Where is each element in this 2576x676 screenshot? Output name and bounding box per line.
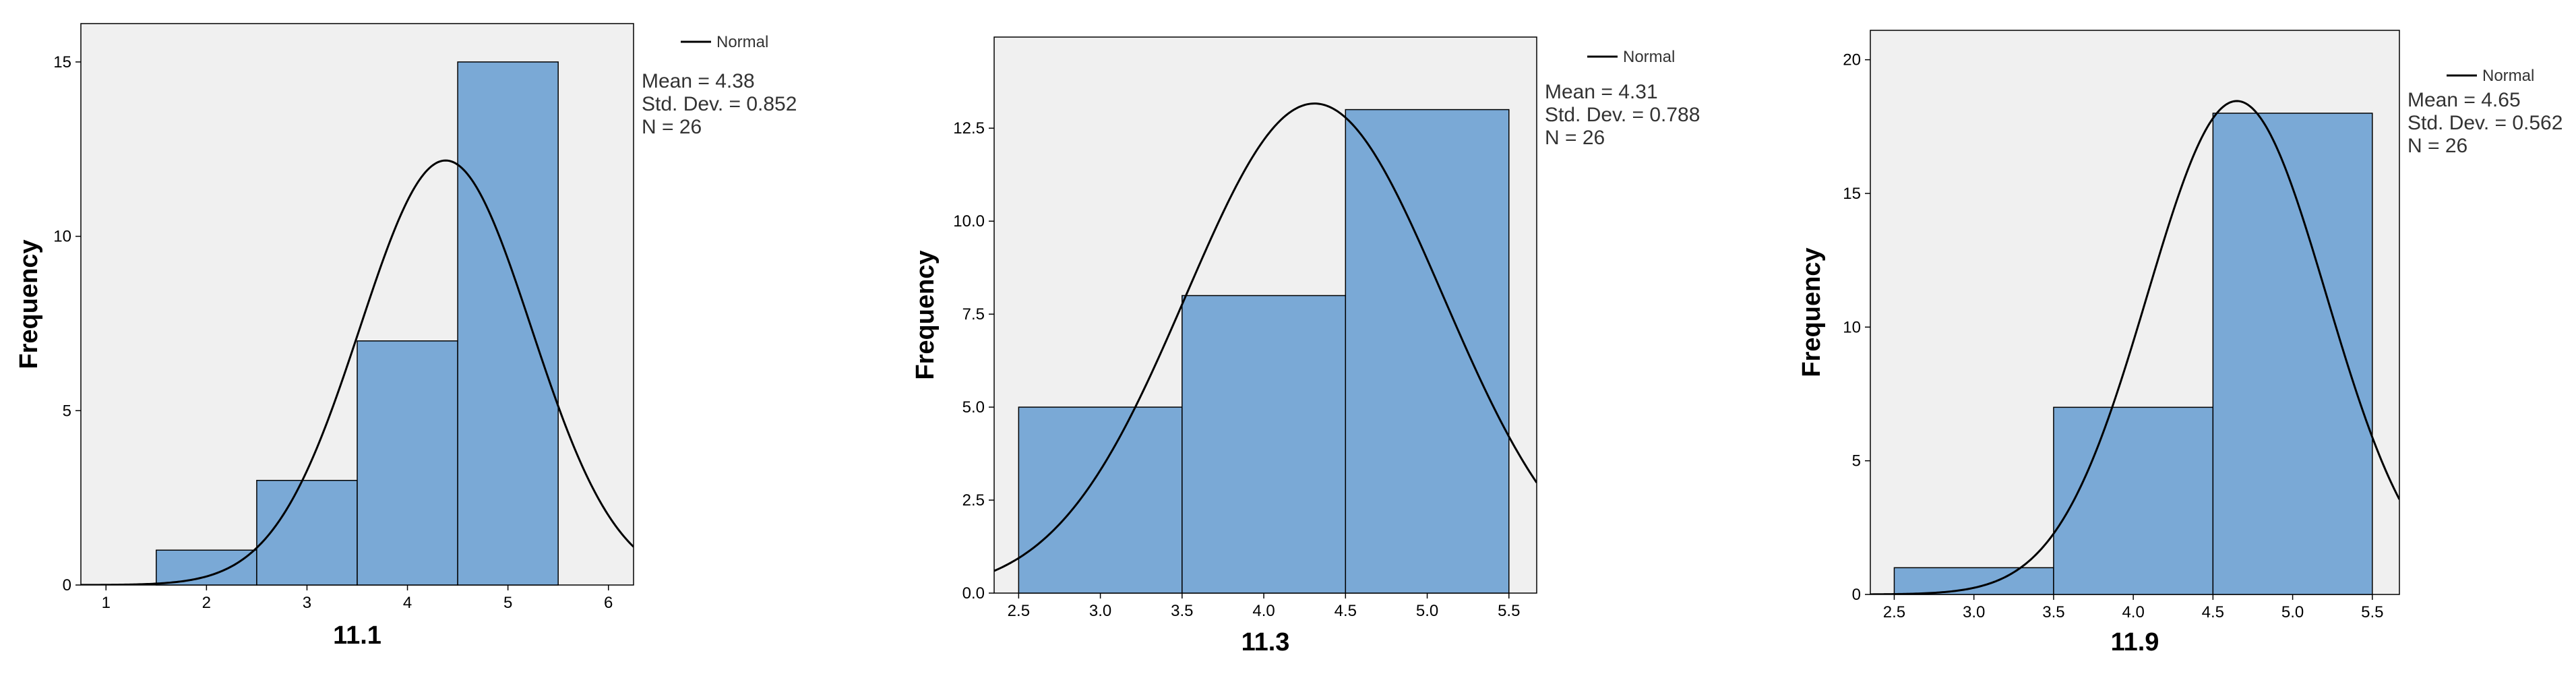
legend-label: Normal [1623, 48, 1675, 66]
y-tick-label: 2.5 [962, 491, 985, 510]
stat-line: Mean = 4.65 [2408, 89, 2521, 111]
y-tick-label: 10.0 [953, 212, 985, 231]
y-tick-label: 15 [1843, 185, 1861, 203]
stat-line: Mean = 4.31 [1545, 81, 1658, 103]
x-tick-label: 4.0 [1252, 602, 1275, 620]
histogram-bar [2053, 406, 2214, 595]
x-tick-label: 2 [202, 594, 211, 612]
stat-line: N = 26 [1545, 127, 1605, 149]
y-tick-label: 15 [53, 53, 71, 71]
histogram-bar [2212, 113, 2373, 595]
x-tick-label: 3.0 [1089, 602, 1111, 620]
stat-line: N = 26 [642, 116, 702, 138]
x-tick-label: 5.0 [2281, 603, 2304, 621]
x-axis-title: 11.1 [333, 621, 381, 650]
stat-line: Std. Dev. = 0.562 [2408, 112, 2563, 134]
x-tick-label: 4.5 [2202, 603, 2224, 621]
histogram-bar [156, 549, 257, 586]
x-tick-label: 5 [503, 594, 512, 612]
y-tick-label: 20 [1843, 51, 1861, 69]
y-tick-label: 12.5 [953, 119, 985, 137]
y-axis-title: Frequency [911, 250, 940, 379]
histogram-bar [1018, 406, 1183, 594]
y-tick-label: 7.5 [962, 305, 985, 324]
y-tick-label: 0.0 [962, 584, 985, 603]
x-tick-label: 3.5 [2042, 603, 2064, 621]
y-tick-label: 5 [63, 402, 71, 420]
y-axis-title: Frequency [15, 239, 43, 369]
x-tick-label: 1 [102, 594, 111, 612]
histogram-bar [1893, 567, 2054, 595]
normal-curve [1870, 100, 2399, 594]
legend-label: Normal [716, 33, 768, 51]
histogram-bar [1345, 109, 1510, 594]
x-tick-label: 4.0 [2122, 603, 2144, 621]
normal-curve [81, 159, 634, 585]
x-tick-label: 3.0 [1963, 603, 1985, 621]
histogram-panel-3: 2.5 3.0 3.5 4.0 4.5 5.0 5.5 0 5 10 15 20 11.9 Frequen… [1798, 30, 2563, 656]
x-tick-label: 3 [303, 594, 311, 612]
histogram-bar [357, 340, 458, 586]
stat-line: Mean = 4.38 [642, 70, 755, 92]
legend-label: Normal [2482, 67, 2534, 85]
stat-line: Std. Dev. = 0.788 [1545, 104, 1700, 126]
histogram-bar [256, 480, 358, 586]
histogram-panel-1: 1 2 3 4 5 6 0 5 10 15 11.1 Frequency Normal Mean = 4.… [15, 23, 797, 650]
x-tick-label: 2.5 [1008, 602, 1030, 620]
y-tick-label: 0 [1852, 586, 1861, 604]
x-tick-label: 4.5 [1335, 602, 1357, 620]
stat-line: Std. Dev. = 0.852 [642, 93, 797, 115]
y-tick-label: 10 [1843, 318, 1861, 336]
x-axis-title: 11.3 [1241, 628, 1290, 656]
x-tick-label: 5.5 [2361, 603, 2383, 621]
normal-curve [994, 102, 1537, 572]
y-tick-label: 5 [1852, 452, 1861, 470]
x-tick-label: 3.5 [1171, 602, 1193, 620]
x-tick-label: 5.0 [1416, 602, 1438, 620]
x-tick-label: 4 [403, 594, 412, 612]
x-axis-title: 11.9 [2111, 628, 2159, 656]
stat-line: N = 26 [2408, 135, 2467, 157]
histogram-bar [457, 61, 559, 586]
y-axis-title: Frequency [1798, 247, 1826, 377]
x-tick-label: 2.5 [1883, 603, 1905, 621]
histogram-panel-2: 2.5 3.0 3.5 4.0 4.5 5.0 5.5 0.0 2.5 5.0 7.5 10.0 12.… [911, 36, 1700, 656]
y-tick-label: 0 [63, 576, 71, 594]
x-tick-label: 6 [604, 594, 613, 612]
y-tick-label: 10 [53, 228, 71, 246]
x-tick-label: 5.5 [1498, 602, 1520, 620]
y-tick-label: 5.0 [962, 398, 985, 417]
histogram-bar [1182, 295, 1347, 594]
